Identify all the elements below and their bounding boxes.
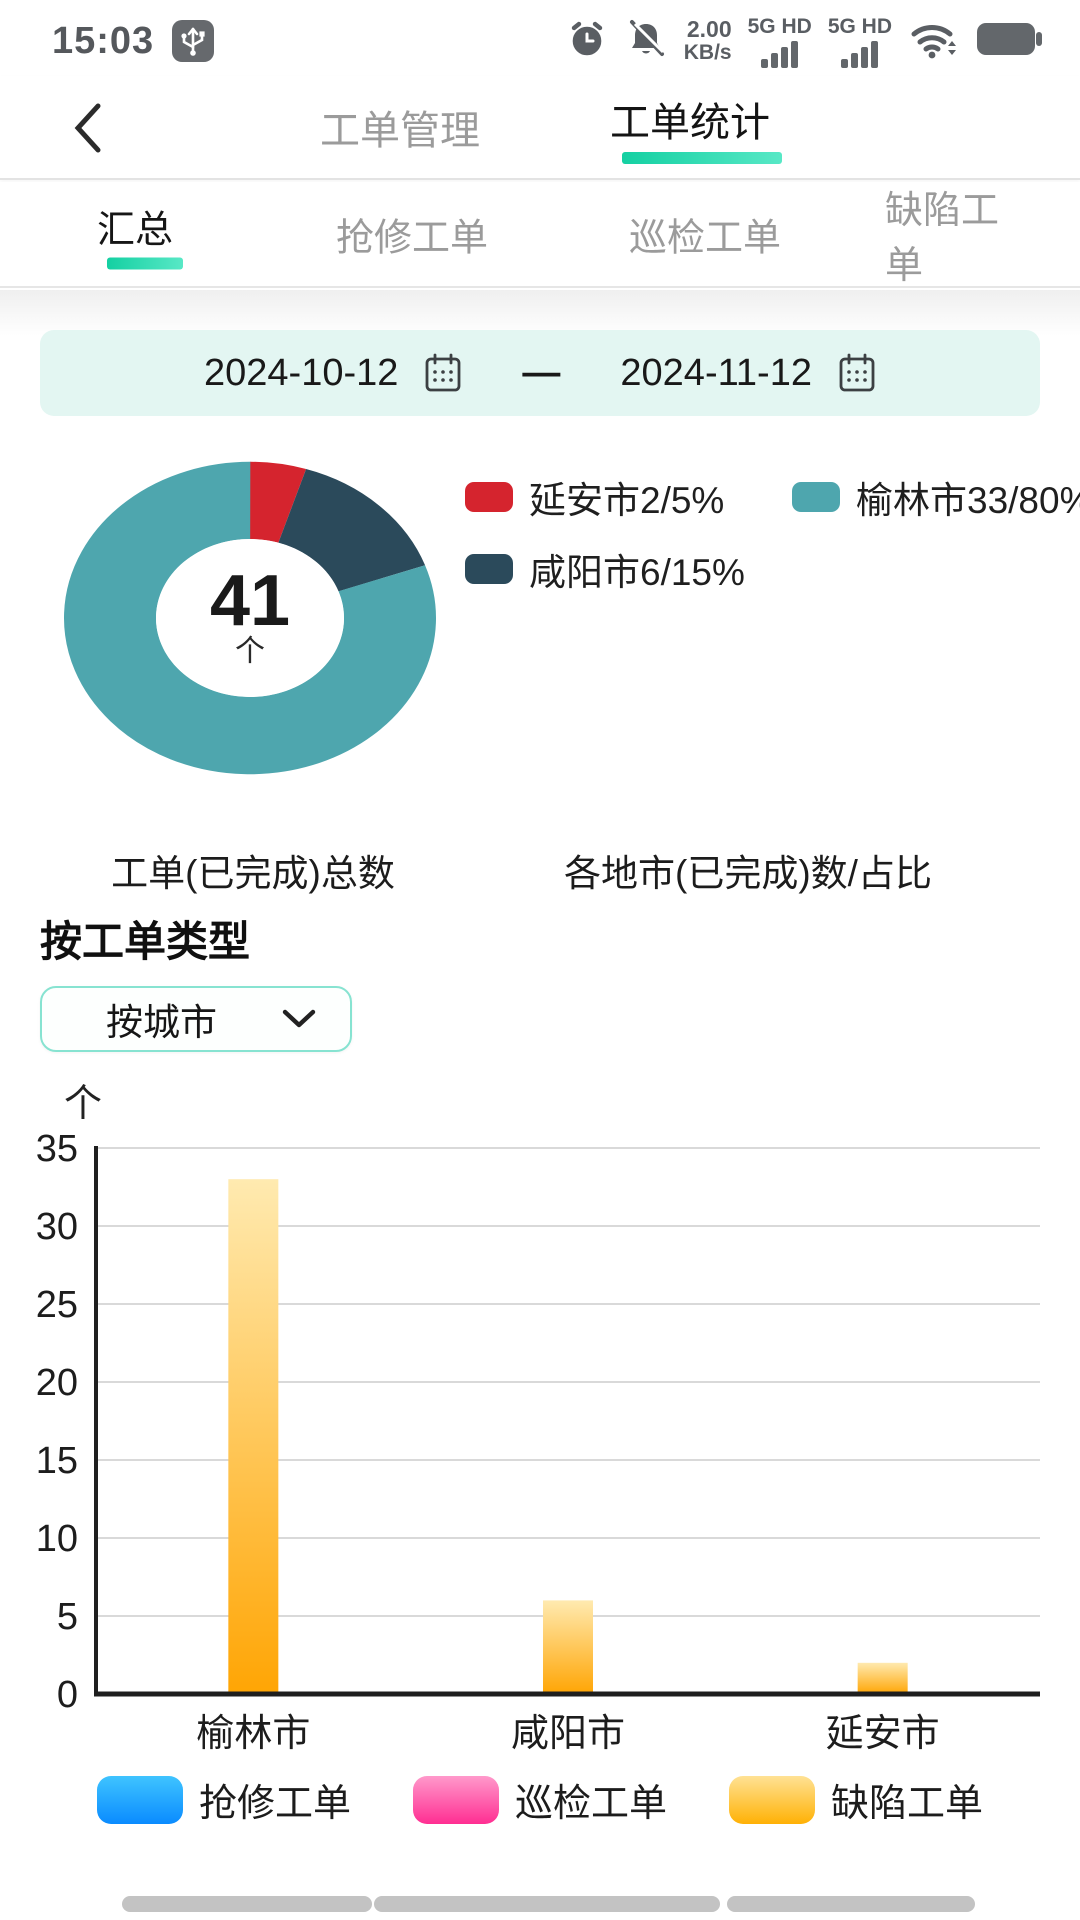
battery-icon [976,21,1044,62]
active-subtab-underline [106,257,184,270]
top-nav: 工单管理 工单统计 [0,76,1080,180]
svg-text:延安市: 延安市 [826,1713,940,1755]
legend-swatch [465,482,513,512]
legend-swatch [792,482,840,512]
svg-text:35: 35 [36,1128,78,1170]
status-bar: 15:03 [0,0,1080,76]
bar-chart-legend: 抢修工单 巡检工单 缺陷工单 [0,1772,1080,1827]
clock-time: 15:03 [52,19,155,62]
bar-chart: 35 30 25 20 15 10 5 0 榆林市 咸阳市 延安市 [36,1128,1040,1755]
calendar-icon[interactable] [838,353,876,393]
subtab-summary[interactable]: 汇总 [97,199,184,270]
svg-text:榆林市: 榆林市 [196,1713,310,1755]
back-button[interactable] [70,100,120,156]
subtab-defect[interactable]: 缺陷工单 [885,190,1000,287]
bottom-stub [727,1896,975,1912]
section-title: 按工单类型 [40,918,251,965]
svg-text:30: 30 [36,1206,78,1248]
donut-legend-yulin: 榆林市33/80% [792,470,1080,524]
donut-legend-xianyang: 咸阳市6/15% [465,542,745,596]
donut-chart-block: 41 个 延安市2/5% 榆林市33/80% 咸阳市6/15% [0,440,1080,840]
legend-swatch [412,1775,499,1824]
legend-caption: 各地市(已完成)数/占比 [564,853,932,894]
tab-work-order-manage[interactable]: 工单管理 [320,109,480,153]
svg-text:0: 0 [57,1674,78,1716]
notifications-off-icon [624,18,668,65]
legend-swatch [465,554,513,584]
dropdown-value: 按城市 [106,1002,217,1043]
legend-item-inspection: 巡检工单 [412,1772,667,1827]
end-date-value[interactable]: 2024-11-12 [620,351,812,394]
sub-tabs: 汇总 抢修工单 巡检工单 缺陷工单 [0,182,1080,288]
signal-bars-icon [761,40,799,68]
bar-chart-unit-label: 个 [64,1083,103,1125]
wifi-icon [908,18,960,65]
signal-bars-icon [841,40,879,68]
date-separator: — [522,351,561,394]
city-filter-dropdown[interactable]: 按城市 [40,986,352,1052]
start-date-value[interactable]: 2024-10-12 [204,351,399,394]
sim2-signal: 5G HD [828,15,892,68]
network-speed: 2.00 KB/s [683,16,732,64]
alarm-icon [566,18,608,65]
svg-text:20: 20 [36,1362,78,1404]
svg-text:5: 5 [57,1596,78,1638]
legend-item-defect: 缺陷工单 [729,1772,983,1827]
donut-center-label: 41 个 [209,561,291,668]
donut-chart [64,461,436,775]
date-range-bar: 2024-10-12 — 2024-11-12 [40,330,1040,416]
svg-text:15: 15 [36,1440,78,1482]
chevron-down-icon [282,1009,316,1028]
divider-fade [0,290,1080,336]
calendar-icon[interactable] [424,353,462,393]
subtab-repair[interactable]: 抢修工单 [335,217,489,260]
tab-work-order-stats[interactable]: 工单统计 [610,90,782,164]
svg-text:咸阳市: 咸阳市 [511,1713,625,1755]
active-tab-underline [622,152,782,164]
svg-text:25: 25 [36,1284,78,1326]
donut-legend-yanan: 延安市2/5% [465,470,724,524]
sim1-signal: 5G HD [748,15,812,68]
usb-tethering-icon [172,20,215,62]
legend-swatch [96,1775,183,1824]
bottom-stub [374,1896,720,1912]
donut-caption: 工单(已完成)总数 [111,853,395,894]
legend-swatch [729,1775,815,1824]
bottom-stub [122,1896,372,1912]
svg-text:10: 10 [36,1518,78,1560]
legend-item-repair: 抢修工单 [96,1772,351,1827]
subtab-inspection[interactable]: 巡检工单 [628,217,782,260]
